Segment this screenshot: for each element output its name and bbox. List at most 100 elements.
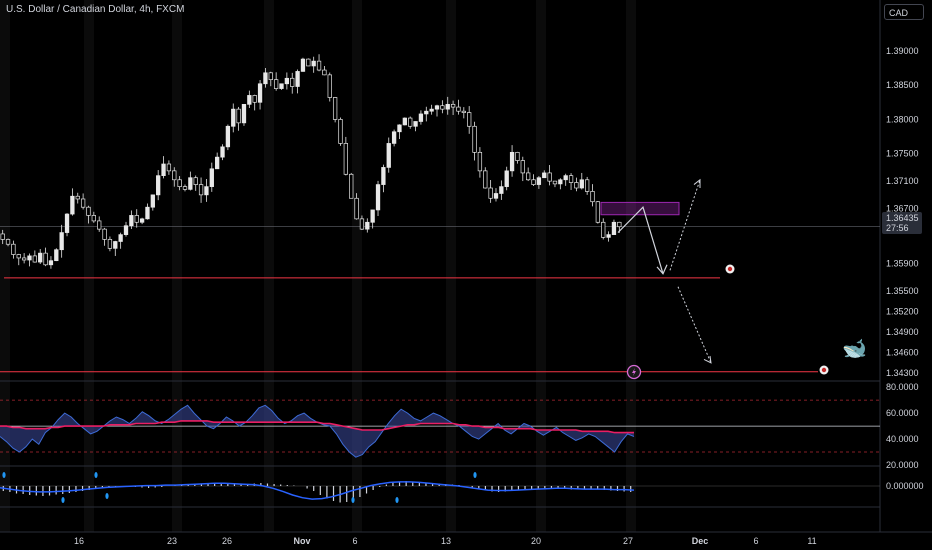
candle-body: [91, 215, 96, 222]
candle-body: [386, 143, 391, 168]
candle-body: [601, 221, 606, 238]
support-lines[interactable]: [0, 277, 818, 373]
rsi-ma-line: [0, 420, 634, 434]
last-price-label: 1.36435 27:56: [882, 212, 922, 234]
candle-body: [86, 206, 91, 216]
time-tick-label: Dec: [692, 536, 709, 546]
candle-body: [16, 254, 21, 259]
resistance-zone[interactable]: [600, 201, 680, 216]
price-axis[interactable]: 1.39000 1.38500 1.38000 1.37500 1.37100 1.367…: [886, 46, 919, 378]
candle-body: [574, 182, 579, 189]
candle-body: [231, 108, 236, 127]
price-tick-label: 1.38500: [886, 80, 919, 90]
candle-body: [54, 249, 59, 262]
candle-body: [107, 239, 113, 249]
candle-body: [209, 168, 214, 187]
time-tick-label: 11: [807, 536, 816, 546]
candle-body: [536, 177, 542, 185]
eye-icon[interactable]: [725, 264, 735, 274]
time-tick-label: Nov: [293, 536, 310, 546]
candle-body: [558, 179, 563, 185]
candle-body: [204, 186, 209, 196]
candle-body: [375, 184, 381, 211]
candle-body: [139, 218, 145, 223]
time-tick-label: 23: [167, 536, 177, 546]
candle-body: [493, 193, 499, 199]
rsi-pane: 80.0000 60.0000 40.0000 20.0000: [0, 382, 919, 470]
projection-arrows[interactable]: [617, 178, 712, 364]
candle-body: [172, 170, 177, 181]
session-band: [446, 0, 456, 532]
rsi-tick-label: 60.0000: [886, 408, 919, 418]
candlestick-series: [0, 54, 622, 269]
candle-body: [617, 221, 622, 228]
candle-body: [547, 172, 552, 182]
candle-body: [606, 234, 611, 238]
whale-icon[interactable]: 🐋: [842, 338, 867, 360]
candle-body: [306, 58, 311, 67]
macd-cross-marker: [473, 472, 477, 478]
candle-body: [429, 108, 434, 112]
candle-body: [0, 233, 5, 240]
candle-body: [397, 124, 402, 133]
price-tick-label: 1.35200: [886, 306, 919, 316]
price-tick-label: 1.37500: [886, 149, 919, 159]
candle-body: [97, 220, 102, 230]
price-tick-label: 1.38000: [886, 114, 919, 124]
candle-body: [177, 179, 182, 187]
candle-body: [338, 119, 343, 144]
candle-body: [118, 234, 123, 242]
candle-body: [467, 112, 472, 127]
candle-body: [499, 186, 504, 194]
projection-arrowhead: [656, 264, 668, 275]
resistance-box: [600, 201, 680, 216]
candle-body: [332, 97, 338, 120]
candle-body: [284, 77, 290, 85]
candle-body: [509, 151, 515, 172]
candle-body: [542, 172, 547, 179]
eye-icon[interactable]: [819, 365, 829, 375]
candle-body: [504, 170, 509, 187]
macd-cross-marker: [395, 497, 399, 503]
macd-cross-marker: [2, 472, 6, 478]
candle-body: [32, 255, 38, 263]
candle-body: [64, 213, 70, 233]
time-tick-label: 20: [531, 536, 541, 546]
session-band: [0, 0, 10, 532]
price-tick-label: 1.37100: [886, 176, 919, 186]
lightning-icon[interactable]: [626, 364, 642, 380]
candle-body: [113, 241, 118, 249]
candle-body: [381, 167, 386, 185]
macd-cross-marker: [61, 497, 65, 503]
currency-button[interactable]: CAD: [884, 4, 924, 20]
rsi-tick-label: 20.0000: [886, 460, 919, 470]
candle-body: [483, 170, 488, 189]
candle-body: [145, 206, 150, 220]
candle-body: [247, 95, 252, 105]
candle-body: [263, 72, 268, 85]
candle-body: [166, 163, 172, 172]
candle-body: [102, 228, 107, 240]
candle-body: [563, 175, 568, 181]
price-tick-label: 1.34600: [886, 348, 919, 358]
rsi-tick-label: 40.0000: [886, 434, 919, 444]
session-band: [536, 0, 546, 532]
candle-body: [38, 252, 43, 263]
candle-body: [279, 83, 284, 89]
time-axis[interactable]: 16 23 26 Nov 6 13 20 27 Dec 6 11: [74, 536, 817, 546]
candle-body: [48, 260, 54, 266]
candle-body: [27, 255, 32, 261]
macd-cross-marker: [351, 497, 355, 503]
time-tick-label: 6: [753, 536, 758, 546]
macd-signal-line: [0, 481, 635, 500]
candle-body: [579, 179, 584, 189]
candle-body: [477, 151, 483, 172]
price-tick-label: 1.39000: [886, 46, 919, 56]
candle-body: [568, 175, 574, 183]
pane-separators: [0, 0, 932, 533]
session-band: [352, 0, 362, 532]
candle-body: [408, 117, 413, 127]
candle-body: [488, 187, 493, 199]
session-band: [626, 0, 636, 532]
